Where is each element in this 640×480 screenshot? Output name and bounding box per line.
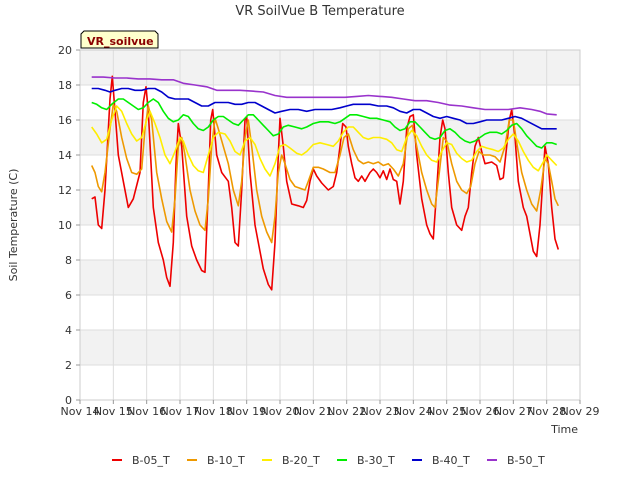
y-tick-label: 14 [58,149,72,162]
y-axis-title: Soil Temperature (C) [7,169,20,282]
x-axis-title: Time [550,423,578,436]
plot-band [80,260,580,295]
x-tick-label: Nov 15 [94,405,133,418]
x-tick-label: Nov 20 [261,405,300,418]
plot-band [80,330,580,365]
plot-background-bands [80,50,580,400]
legend-label: B-10_T [207,454,245,467]
y-tick-label: 0 [65,394,72,407]
plot-band [80,365,580,400]
chart-title: VR SoilVue B Temperature [235,4,404,19]
legend-label: B-30_T [357,454,395,467]
series-line-b-50-t [91,76,557,116]
legend-label: B-20_T [282,454,320,467]
x-tick-label: Nov 14 [61,405,100,418]
x-tick-label: Nov 17 [161,405,200,418]
y-tick-label: 20 [58,44,72,57]
legend-label: B-50_T [507,454,545,467]
x-tick-label: Nov 18 [194,405,233,418]
y-tick-label: 8 [65,254,72,267]
y-tick-label: 10 [58,219,72,232]
plot-band [80,85,580,120]
y-tick-label: 16 [58,114,72,127]
plot-band [80,295,580,330]
series-line-b-20-t [91,105,558,177]
x-tick-label: Nov 25 [427,405,466,418]
y-tick-label: 12 [58,184,72,197]
y-tick-label: 2 [65,359,72,372]
x-tick-label: Nov 22 [327,405,366,418]
legend-label: B-40_T [432,454,470,467]
series-line-b-40-t [91,87,557,130]
series-line-b-30-t [91,98,557,149]
badge-label: VR_soilvue [87,35,154,48]
x-tick-label: Nov 26 [461,405,500,418]
x-tick-label: Nov 16 [127,405,166,418]
x-tick-label: Nov 23 [361,405,400,418]
y-tick-label: 4 [65,324,72,337]
x-tick-label: Nov 21 [294,405,333,418]
y-axis: 0 2 4 6 8 10 12 14 16 18 20 [58,44,80,407]
legend-label: B-05_T [132,454,170,467]
x-tick-label: Nov 28 [527,405,566,418]
x-tick-label: Nov 29 [561,405,600,418]
y-tick-label: 18 [58,79,72,92]
x-tick-label: Nov 27 [494,405,533,418]
plot-band [80,225,580,260]
series-line-b-10-t [90,103,560,244]
y-tick-label: 6 [65,289,72,302]
x-tick-label: Nov 24 [394,405,433,418]
legend: B-05_T B-10_T B-20_T B-30_T B-40_T B-50_T [112,454,545,467]
x-tick-label: Nov 19 [227,405,266,418]
series-layer [90,75,560,291]
badge: VR_soilvue [80,30,159,49]
